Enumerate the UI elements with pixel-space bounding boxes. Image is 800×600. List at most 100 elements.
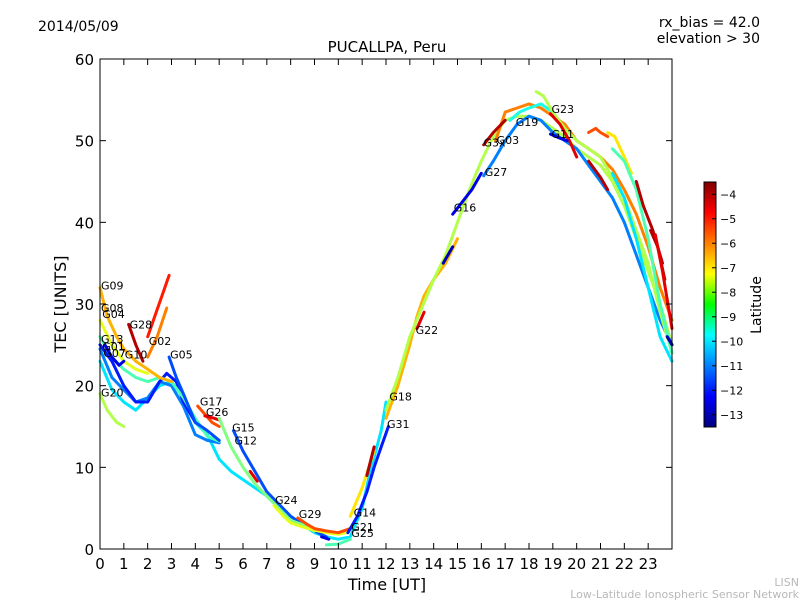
tec-trace bbox=[549, 132, 569, 143]
satellite-label: G23 bbox=[552, 103, 575, 116]
colorbar-tick-label: −13 bbox=[720, 409, 743, 422]
tec-trace bbox=[482, 118, 507, 147]
x-tick-label: 10 bbox=[329, 555, 348, 573]
y-tick-label: 50 bbox=[75, 133, 94, 151]
satellite-label: G16 bbox=[454, 202, 477, 215]
colorbar-tick-label: −5 bbox=[720, 213, 736, 226]
tec-trace bbox=[217, 416, 316, 533]
x-tick-label: 13 bbox=[400, 555, 419, 573]
satellite-label: G21 bbox=[351, 521, 374, 534]
satellite-label: G31 bbox=[387, 418, 410, 431]
satellite-label: G25 bbox=[351, 527, 374, 540]
satellite-label: G18 bbox=[389, 390, 412, 403]
elevation-label: elevation > 30 bbox=[657, 31, 760, 47]
colorbar-ticks: −4 −5 −6 −7 −8 −9 −10 −11 −12 −13 bbox=[712, 188, 743, 422]
colorbar-tick-label: −12 bbox=[720, 384, 743, 397]
x-tick-label: 11 bbox=[353, 555, 372, 573]
tec-trace bbox=[610, 147, 674, 355]
tec-trace bbox=[587, 126, 610, 139]
y-tick-label: 60 bbox=[75, 51, 94, 69]
x-tick-label: 8 bbox=[286, 555, 296, 573]
y-tick-label: 20 bbox=[75, 378, 94, 396]
tec-trace bbox=[98, 392, 126, 428]
satellite-label: G01 bbox=[102, 341, 125, 354]
colorbar-tick-label: −6 bbox=[720, 237, 736, 250]
colorbar-tick-label: −11 bbox=[720, 360, 743, 373]
satellite-label: G15 bbox=[232, 421, 255, 434]
chart-title: PUCALLPA, Peru bbox=[328, 38, 447, 56]
tec-trace bbox=[415, 310, 426, 330]
tec-trace bbox=[196, 404, 221, 428]
satellite-label: G24 bbox=[275, 494, 298, 507]
tec-trace bbox=[606, 131, 633, 175]
tec-trace bbox=[384, 114, 674, 412]
x-tick-label: 15 bbox=[448, 555, 467, 573]
tec-trace bbox=[549, 112, 579, 159]
y-tick-label: 40 bbox=[75, 214, 94, 232]
x-tick-label: 18 bbox=[519, 555, 538, 573]
tec-trace bbox=[272, 504, 347, 536]
tec-trace bbox=[248, 469, 259, 483]
tec-trace bbox=[665, 335, 674, 347]
x-tick-label: 20 bbox=[567, 555, 586, 573]
y-tick-label: 30 bbox=[75, 296, 94, 314]
x-tick-label: 14 bbox=[424, 555, 443, 573]
x-tick-label: 1 bbox=[119, 555, 129, 573]
satellite-label: G14 bbox=[354, 506, 377, 519]
x-tick-label: 22 bbox=[615, 555, 634, 573]
tec-trace bbox=[127, 322, 145, 363]
satellite-label: G12 bbox=[235, 435, 258, 448]
tec-trace bbox=[98, 286, 173, 384]
satellite-label: G22 bbox=[416, 324, 439, 337]
satellite-label: G09 bbox=[101, 279, 124, 292]
x-tick-label: 2 bbox=[143, 555, 153, 573]
satellite-label: G08 bbox=[101, 302, 124, 315]
tec-trace bbox=[346, 425, 390, 535]
x-tick-label: 12 bbox=[376, 555, 395, 573]
colorbar-tick-label: −10 bbox=[720, 335, 743, 348]
x-axis-label: Time [UT] bbox=[347, 575, 426, 594]
tec-trace bbox=[167, 355, 221, 442]
satellite-label: G3x bbox=[484, 136, 507, 149]
tec-trace bbox=[610, 171, 674, 363]
tec-trace bbox=[146, 306, 169, 359]
tec-trace bbox=[534, 90, 674, 355]
tec-trace bbox=[365, 445, 376, 477]
rx-bias-label: rx_bias = 42.0 bbox=[659, 15, 760, 31]
satellite-label: G29 bbox=[299, 508, 322, 521]
satellite-label: G19 bbox=[516, 116, 539, 129]
satellite-label: G13 bbox=[101, 333, 124, 346]
x-tick-label: 17 bbox=[496, 555, 515, 573]
satellite-label: G07 bbox=[103, 347, 126, 360]
tec-trace bbox=[587, 159, 610, 192]
x-tick-label: 0 bbox=[95, 555, 105, 573]
tec-trace bbox=[103, 343, 126, 367]
colorbar-tick-label: −8 bbox=[720, 286, 736, 299]
x-tick-label: 6 bbox=[238, 555, 248, 573]
colorbar-tick-label: −9 bbox=[720, 311, 736, 324]
satellite-label: G03 bbox=[497, 134, 520, 147]
tec-trace bbox=[203, 414, 221, 422]
tec-trace bbox=[320, 535, 331, 541]
satellite-label: G11 bbox=[552, 128, 575, 141]
satellite-label: G05 bbox=[170, 349, 193, 362]
footer-org-full: Low-Latitude Ionospheric Sensor Network bbox=[570, 588, 799, 600]
colorbar-label: Latitude bbox=[749, 276, 765, 334]
x-tick-label: 19 bbox=[543, 555, 562, 573]
tec-trace bbox=[384, 237, 459, 420]
tec-trace bbox=[482, 114, 674, 347]
x-tick-label: 21 bbox=[591, 555, 610, 573]
axis-ticks: 0 1 2 3 4 5 6 7 8 9 10 11 12 13 14 15 16 17 18 19 20 21 22 2301… bbox=[75, 51, 672, 573]
y-axis-label: TEC [UNITS] bbox=[51, 256, 70, 354]
y-tick-label: 0 bbox=[84, 541, 94, 559]
tec-trace bbox=[441, 245, 455, 265]
x-tick-label: 16 bbox=[472, 555, 491, 573]
x-tick-label: 5 bbox=[214, 555, 224, 573]
satellite-label: G10 bbox=[125, 349, 148, 362]
x-tick-label: 7 bbox=[262, 555, 272, 573]
tec-trace bbox=[653, 233, 674, 330]
satellite-label: G17 bbox=[200, 395, 223, 408]
footer-org-short: LISN bbox=[774, 576, 799, 589]
